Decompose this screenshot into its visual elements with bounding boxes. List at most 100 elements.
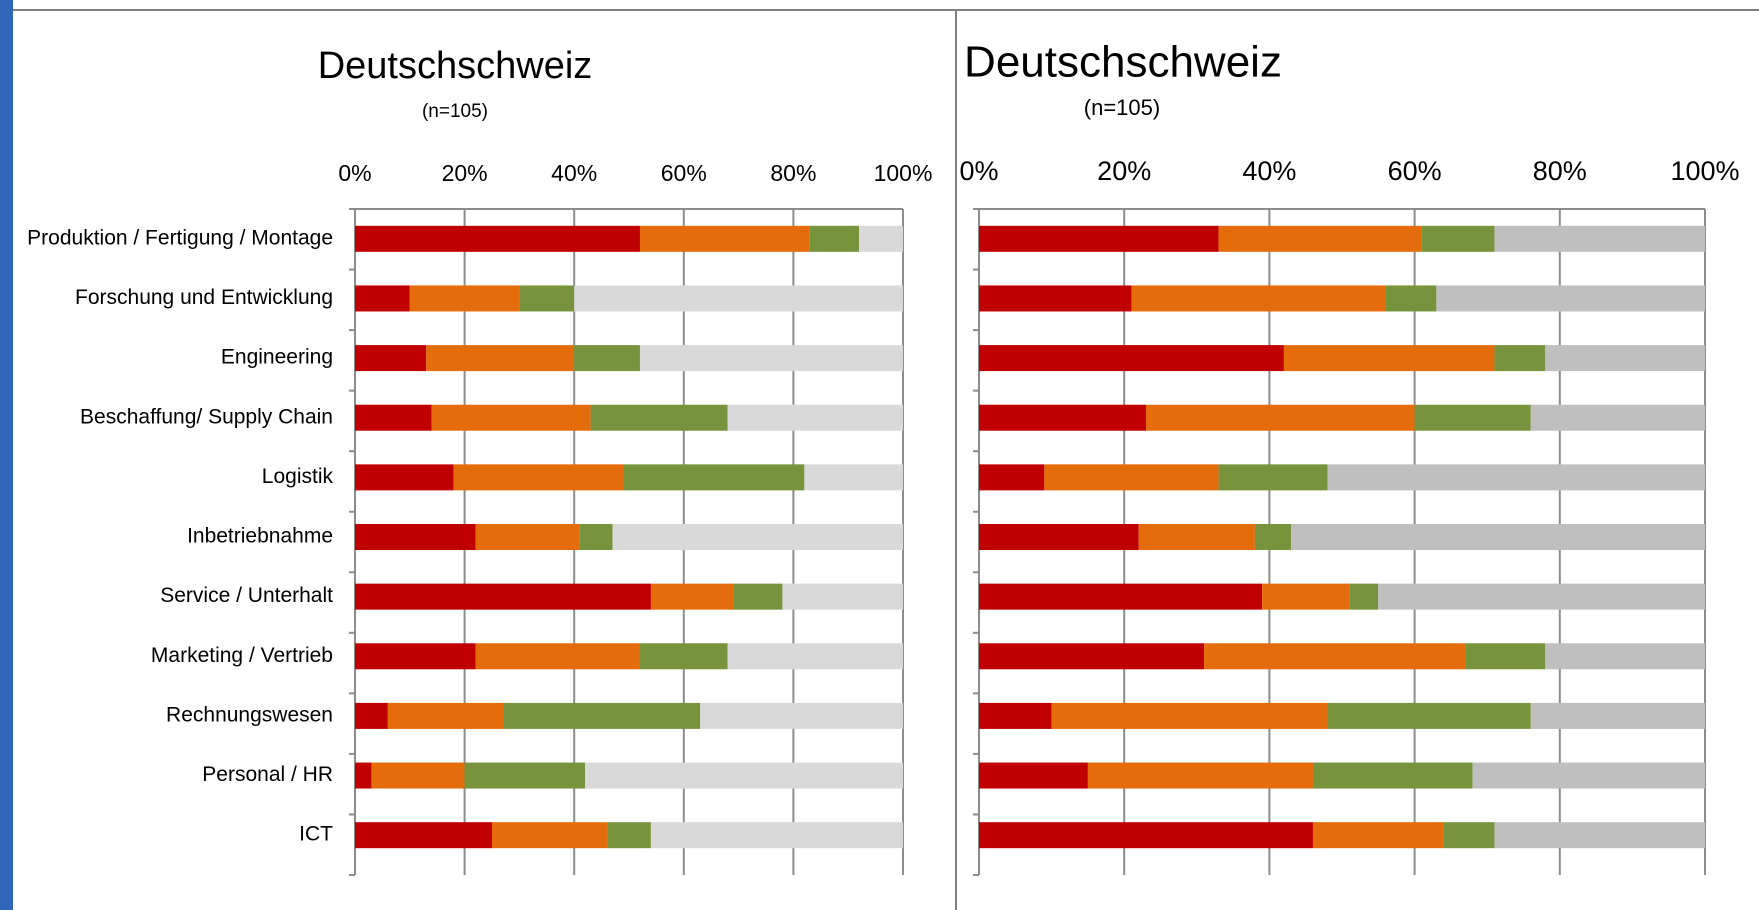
y-tick-label: Produktion / Fertigung / Montage [27,226,333,249]
bar-segment [1145,404,1415,431]
chart-title: Deutschschweiz [318,45,593,87]
bar-segment [979,404,1146,431]
bar-segment [475,524,580,550]
chart-subtitle: (n=105) [422,101,488,122]
bar-segment [1436,285,1705,312]
chart-subtitle: (n=105) [1084,95,1160,120]
bar-segment [639,225,810,252]
bar-segment [1312,762,1473,789]
bar-segment [1262,583,1350,610]
bar-segment [1530,702,1705,729]
bar-segment [809,225,860,252]
bar-segment [1349,583,1379,610]
y-tick-label: Service / Unterhalt [160,584,333,607]
bar-segment [733,583,783,610]
x-tick-label: 100% [1670,156,1739,186]
y-tick-label: Personal / HR [202,763,333,786]
x-tick-label: 20% [442,160,488,186]
bar-segment [1138,524,1255,550]
x-tick-label: 40% [551,160,597,186]
y-tick-label: Beschaffung/ Supply Chain [80,405,333,428]
bar-segment [979,225,1219,252]
bar-segment [1254,524,1292,550]
bar-segment [979,583,1263,610]
bar-segment [639,643,728,670]
bar-segment [1283,345,1495,372]
bar-segment [979,285,1132,312]
x-tick-label: 20% [1097,156,1151,186]
bar-segment [623,464,805,491]
y-tick-label: ICT [299,823,333,846]
bar-segment [574,345,640,372]
bar-segment [650,583,734,610]
x-tick-label: 60% [1388,156,1442,186]
bar-segment [700,702,903,729]
bar-segment [979,464,1045,491]
bar-segment [1204,643,1466,670]
bar-segment [502,702,701,729]
x-tick-label: 0% [338,160,371,186]
x-tick-label: 100% [874,160,933,186]
bar-segment [1443,822,1495,849]
bar-segment [607,822,651,849]
bar-segment [782,583,903,610]
bar-segment [1385,285,1437,312]
bar-segment [1327,464,1705,491]
y-tick-label: Inbetriebnahme [187,525,333,548]
bar-segment [1312,822,1444,849]
bar-segment [1545,643,1705,670]
bar-segment [1494,822,1705,849]
y-tick-label: Logistik [262,465,334,488]
bar-segment [355,285,410,312]
bar-segment [1494,225,1705,252]
bar-segment [979,822,1313,849]
bar-segment [1051,702,1328,729]
bar-segment [574,285,903,312]
bar-segment [979,524,1139,550]
bar-segment [426,345,575,372]
bar-segment [1291,524,1705,550]
bar-segment [979,643,1205,670]
bar-segment [371,762,465,789]
bar-segment [464,762,586,789]
y-tick-label: Engineering [221,346,333,369]
bar-segment [585,762,903,789]
bar-segment [1131,285,1386,312]
bar-segment [355,822,492,849]
bar-segment [355,464,454,491]
bar-segment [475,643,640,670]
bar-segment [1494,345,1546,372]
chart-title: Deutschschweiz [964,38,1282,87]
bar-segment [579,524,613,550]
x-tick-label: 40% [1242,156,1296,186]
bar-segment [409,285,520,312]
bar-segment [492,822,608,849]
bar-segment [859,225,903,252]
x-tick-label: 0% [959,156,998,186]
bar-segment [979,702,1052,729]
bar-segment [1378,583,1705,610]
bar-segment [355,524,476,550]
bar-segment [979,762,1088,789]
bar-segment [590,404,728,431]
bar-segment [1327,702,1531,729]
bar-segment [387,702,503,729]
bar-segment [355,404,432,431]
bar-segment [355,762,372,789]
bar-segment [1530,404,1705,431]
x-tick-label: 80% [770,160,816,186]
bar-segment [1087,762,1313,789]
bar-segment [355,702,388,729]
bar-segment [431,404,591,431]
bar-segment [355,345,427,372]
bar-segment [1545,345,1705,372]
bar-segment [1421,225,1495,252]
bar-segment [727,404,903,431]
bar-segment [355,583,651,610]
sheet-edge [0,0,13,910]
bar-segment [355,225,640,252]
bar-segment [639,345,903,372]
